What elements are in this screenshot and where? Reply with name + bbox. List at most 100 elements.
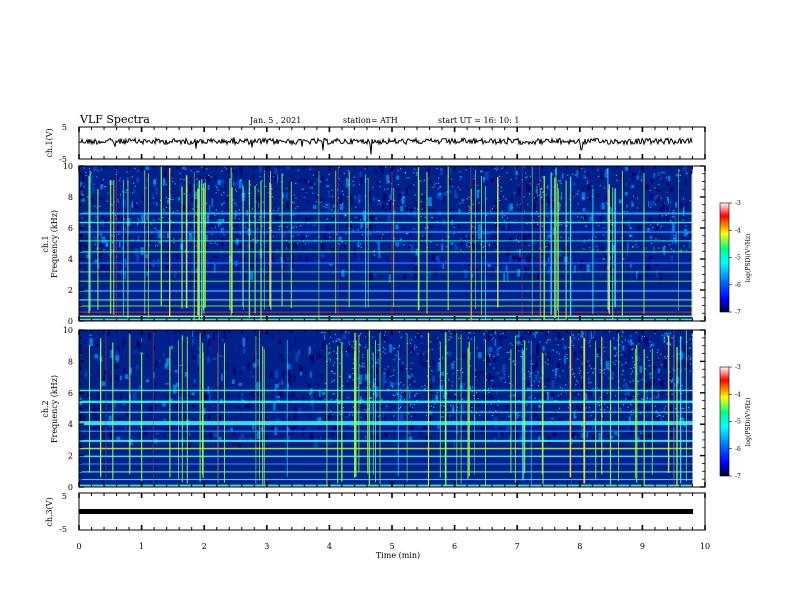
spectrogram-cell <box>332 271 335 274</box>
spectrogram-cell <box>286 409 290 414</box>
spectrogram-cell <box>420 353 423 360</box>
spectrogram-speck <box>557 344 559 346</box>
spectrogram-speck <box>398 344 400 346</box>
spectrogram-speck <box>545 194 547 196</box>
spectrogram-speck <box>265 185 267 187</box>
spectrogram-speck <box>330 398 332 400</box>
spectrogram-cell <box>114 363 116 369</box>
spectrogram-cell <box>584 265 586 275</box>
spectrogram-cell <box>560 191 563 201</box>
spectrogram-cell <box>625 166 628 171</box>
spectrogram-speck <box>689 358 691 360</box>
spectrogram-cell <box>550 391 554 397</box>
spectrogram-speck <box>579 370 581 372</box>
spectrogram-speck <box>625 383 627 385</box>
spectrogram-speck <box>353 363 355 365</box>
spectrogram-speck <box>483 359 485 361</box>
spectrogram-cell <box>141 394 144 401</box>
spectrogram-speck <box>273 176 275 178</box>
spectrogram-cell <box>646 415 648 417</box>
spectrogram-cell <box>645 269 649 278</box>
spectrogram-speck <box>402 362 404 364</box>
spectrogram-cell <box>647 227 650 233</box>
spectrogram-cell <box>642 177 644 180</box>
spectrogram-speck <box>436 244 438 246</box>
spectrogram-speck <box>347 396 349 398</box>
spectrogram-speck <box>655 410 657 412</box>
spectrogram-speck <box>179 172 181 174</box>
spectrogram-cell <box>146 179 149 183</box>
spectrogram-speck <box>428 365 430 367</box>
spectrogram-cell <box>397 396 401 399</box>
spectrogram-band <box>79 447 693 450</box>
spectrogram-speck <box>621 330 623 332</box>
spectrogram-cell <box>669 204 671 213</box>
spectrogram-cell <box>640 422 644 431</box>
spectrogram-speck <box>619 344 621 346</box>
spectrogram-speck <box>362 399 364 401</box>
spectrogram-speck <box>94 205 96 207</box>
spectrogram-cell <box>655 224 657 234</box>
spectrogram-cell <box>395 220 397 227</box>
spectrogram-cell <box>218 436 222 441</box>
spectrogram-cell <box>98 267 103 274</box>
spectrogram-cell <box>170 194 172 200</box>
spectrogram-speck <box>204 179 207 181</box>
spectrogram-speck <box>680 370 682 372</box>
spectrogram-cell <box>163 352 165 357</box>
spectrogram-speck <box>96 207 98 209</box>
spectrogram-speck <box>379 180 381 183</box>
spectrogram-speck <box>221 210 223 212</box>
spectrogram-speck <box>405 332 407 335</box>
spectrogram-cell <box>628 397 632 400</box>
spectrogram-cell <box>371 351 373 361</box>
spectrogram-cell <box>89 175 93 184</box>
spectrogram-cell <box>103 196 105 199</box>
spectrogram-speck <box>623 210 625 212</box>
spectrogram-speck <box>609 369 611 371</box>
x-tick-label: 1 <box>139 542 144 551</box>
spectrogram-speck <box>532 363 534 365</box>
spectrogram-speck <box>366 178 368 180</box>
spectrogram-speck <box>547 359 549 361</box>
spectrogram-cell <box>306 200 310 203</box>
spectrogram-cell <box>318 350 320 359</box>
spectrogram-cell <box>519 204 523 211</box>
spectrogram-speck <box>669 332 671 334</box>
spectrogram-speck <box>527 331 529 333</box>
spectrogram-cell <box>204 243 208 250</box>
spectrogram-speck <box>257 188 259 190</box>
spectrogram-speck <box>632 245 634 247</box>
spectrogram-cell <box>258 166 262 173</box>
spectrogram-speck <box>519 342 521 344</box>
spectrogram-speck <box>621 341 623 343</box>
ch2-spectrogram-image <box>79 330 705 487</box>
spectrogram-cell <box>226 194 228 201</box>
spectrogram-cell <box>508 222 511 226</box>
spectrogram-speck <box>612 378 614 380</box>
spectrogram-cell <box>151 233 154 237</box>
spectrogram-cell <box>236 239 239 245</box>
spectrogram-cell <box>628 416 631 424</box>
spectrogram-speck <box>688 406 690 409</box>
spectrogram-cell <box>442 262 445 270</box>
spectrogram-cell <box>292 214 295 216</box>
spectrogram-cell <box>670 384 673 388</box>
spectrogram-cell <box>404 406 407 408</box>
spectrogram-cell <box>393 394 397 396</box>
spectrogram-speck <box>632 204 635 206</box>
spectrogram-cell <box>627 397 631 400</box>
spectrogram-cell <box>192 330 194 337</box>
spectrogram-speck <box>431 186 433 188</box>
spectrogram-cell <box>591 362 595 365</box>
spectrogram-cell <box>364 373 369 381</box>
spectrogram-cell <box>337 338 341 343</box>
spectrogram-cell <box>650 257 655 260</box>
spectrogram-speck <box>106 244 108 246</box>
spectrogram-speck <box>585 407 587 409</box>
spectrogram-cell <box>528 355 533 360</box>
spectrogram-speck <box>603 372 605 374</box>
spectrogram-cell <box>597 193 599 197</box>
spectrogram-speck <box>611 223 613 225</box>
